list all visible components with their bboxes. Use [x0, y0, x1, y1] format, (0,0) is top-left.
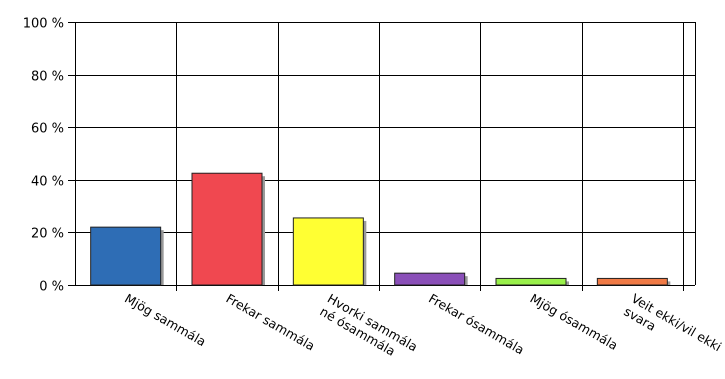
- x-tick-label: Mjög ósammála: [528, 291, 621, 353]
- y-axis-ticks: 0 % 20 % 40 % 60 % 80 % 100 %: [23, 17, 64, 295]
- y-tick-label: 40 %: [31, 175, 64, 190]
- y-tick-label: 80 %: [31, 70, 64, 85]
- y-tick-label: 20 %: [31, 227, 64, 242]
- y-tick-label: 100 %: [23, 17, 64, 32]
- grid-lines: [68, 22, 696, 291]
- bar: [90, 226, 162, 286]
- x-axis-labels: Mjög sammála Frekar sammála Hvorki sammála…: [122, 291, 724, 368]
- bar: [596, 277, 668, 286]
- x-tick-label: Mjög sammála: [122, 291, 208, 350]
- y-tick-label: 0 %: [39, 280, 64, 295]
- bar: [292, 217, 364, 286]
- bar: [495, 277, 567, 286]
- x-tick-label: Frekar sammála: [224, 291, 318, 354]
- bar: [394, 272, 466, 286]
- x-tick-label: Veit ekki/vil ekkisvara: [621, 291, 724, 368]
- x-tick-label: Frekar ósammála: [426, 291, 527, 358]
- bar: [191, 172, 263, 286]
- y-tick-label: 60 %: [31, 122, 64, 137]
- bars: [90, 172, 671, 286]
- x-tick-label: Hvorki sammálané ósammála: [317, 291, 420, 368]
